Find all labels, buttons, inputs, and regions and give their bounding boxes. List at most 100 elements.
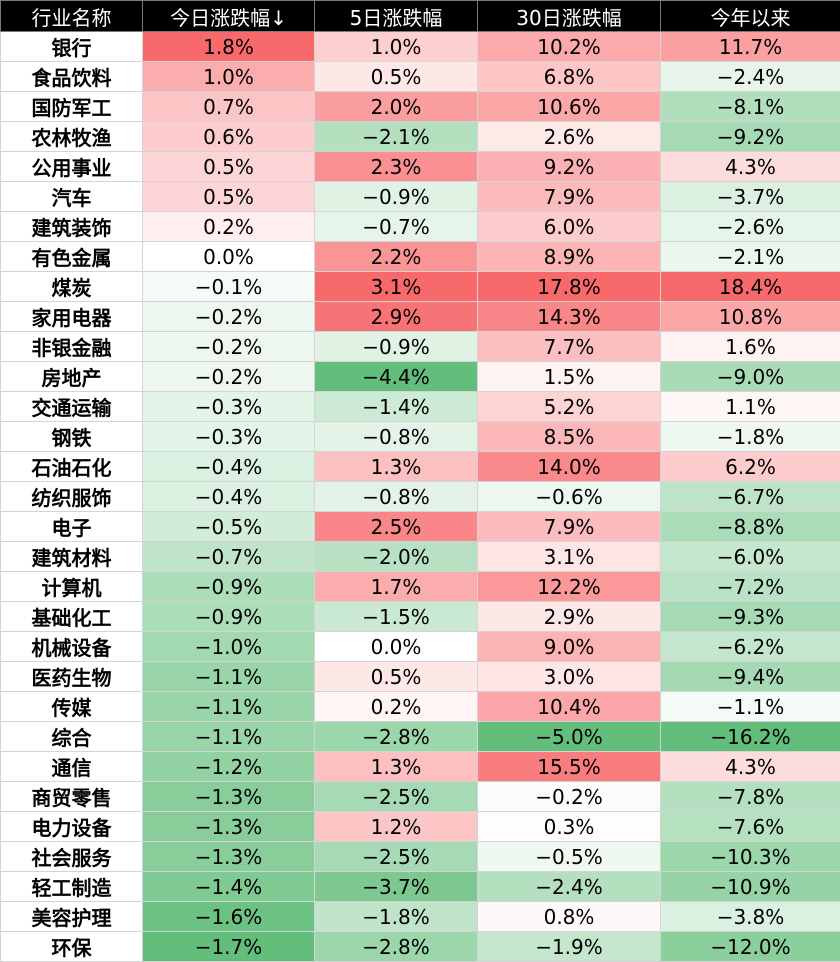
industry-name-cell: 计算机 bbox=[1, 572, 143, 602]
industry-name-cell: 传媒 bbox=[1, 692, 143, 722]
header-row: 行业名称 今日涨跌幅↓ 5日涨跌幅 30日涨跌幅 今年以来 bbox=[1, 1, 840, 32]
ytd-change-cell: −10.9% bbox=[661, 872, 840, 902]
ytd-change-cell: −9.2% bbox=[661, 122, 840, 152]
table-row[interactable]: 美容护理−1.6%−1.8%0.8%−3.8% bbox=[1, 902, 840, 932]
ytd-change-cell: −7.8% bbox=[661, 782, 840, 812]
column-header-today-change[interactable]: 今日涨跌幅↓ bbox=[143, 1, 315, 32]
ytd-change-cell: −1.8% bbox=[661, 422, 840, 452]
table-row[interactable]: 石油石化−0.4%1.3%14.0%6.2% bbox=[1, 452, 840, 482]
today-change-cell: −0.7% bbox=[143, 542, 315, 572]
5d-change-cell: −0.9% bbox=[315, 332, 478, 362]
table-row[interactable]: 房地产−0.2%−4.4%1.5%−9.0% bbox=[1, 362, 840, 392]
30d-change-cell: −0.6% bbox=[478, 482, 661, 512]
table-row[interactable]: 机械设备−1.0%0.0%9.0%−6.2% bbox=[1, 632, 840, 662]
ytd-change-cell: −6.2% bbox=[661, 632, 840, 662]
table-row[interactable]: 电力设备−1.3%1.2%0.3%−7.6% bbox=[1, 812, 840, 842]
table-row[interactable]: 纺织服饰−0.4%−0.8%−0.6%−6.7% bbox=[1, 482, 840, 512]
column-header-5d-change[interactable]: 5日涨跌幅 bbox=[315, 1, 478, 32]
5d-change-cell: −0.9% bbox=[315, 182, 478, 212]
30d-change-cell: 3.1% bbox=[478, 542, 661, 572]
ytd-change-cell: −2.1% bbox=[661, 242, 840, 272]
table-row[interactable]: 钢铁−0.3%−0.8%8.5%−1.8% bbox=[1, 422, 840, 452]
industry-name-cell: 综合 bbox=[1, 722, 143, 752]
30d-change-cell: 5.2% bbox=[478, 392, 661, 422]
industry-name-cell: 汽车 bbox=[1, 182, 143, 212]
today-change-cell: 0.7% bbox=[143, 92, 315, 122]
table-row[interactable]: 家用电器−0.2%2.9%14.3%10.8% bbox=[1, 302, 840, 332]
5d-change-cell: −1.4% bbox=[315, 392, 478, 422]
5d-change-cell: −2.8% bbox=[315, 722, 478, 752]
table-row[interactable]: 电子−0.5%2.5%7.9%−8.8% bbox=[1, 512, 840, 542]
5d-change-cell: 3.1% bbox=[315, 272, 478, 302]
table-row[interactable]: 传媒−1.1%0.2%10.4%−1.1% bbox=[1, 692, 840, 722]
today-change-cell: −0.9% bbox=[143, 572, 315, 602]
table-row[interactable]: 环保−1.7%−2.8%−1.9%−12.0% bbox=[1, 932, 840, 962]
ytd-change-cell: 10.8% bbox=[661, 302, 840, 332]
industry-name-cell: 农林牧渔 bbox=[1, 122, 143, 152]
column-header-ytd-change[interactable]: 今年以来 bbox=[661, 1, 840, 32]
industry-name-cell: 食品饮料 bbox=[1, 62, 143, 92]
table-row[interactable]: 社会服务−1.3%−2.5%−0.5%−10.3% bbox=[1, 842, 840, 872]
5d-change-cell: 0.2% bbox=[315, 692, 478, 722]
table-row[interactable]: 计算机−0.9%1.7%12.2%−7.2% bbox=[1, 572, 840, 602]
today-change-cell: −0.2% bbox=[143, 332, 315, 362]
ytd-change-cell: 18.4% bbox=[661, 272, 840, 302]
table-row[interactable]: 医药生物−1.1%0.5%3.0%−9.4% bbox=[1, 662, 840, 692]
table-row[interactable]: 建筑材料−0.7%−2.0%3.1%−6.0% bbox=[1, 542, 840, 572]
30d-change-cell: 3.0% bbox=[478, 662, 661, 692]
today-change-cell: 1.8% bbox=[143, 32, 315, 62]
5d-change-cell: −2.5% bbox=[315, 782, 478, 812]
today-change-cell: −1.3% bbox=[143, 842, 315, 872]
table-row[interactable]: 轻工制造−1.4%−3.7%−2.4%−10.9% bbox=[1, 872, 840, 902]
today-change-cell: −1.1% bbox=[143, 722, 315, 752]
ytd-change-cell: −3.8% bbox=[661, 902, 840, 932]
table-row[interactable]: 交通运输−0.3%−1.4%5.2%1.1% bbox=[1, 392, 840, 422]
industry-name-cell: 有色金属 bbox=[1, 242, 143, 272]
table-row[interactable]: 基础化工−0.9%−1.5%2.9%−9.3% bbox=[1, 602, 840, 632]
table-row[interactable]: 通信−1.2%1.3%15.5%4.3% bbox=[1, 752, 840, 782]
table-row[interactable]: 商贸零售−1.3%−2.5%−0.2%−7.8% bbox=[1, 782, 840, 812]
ytd-change-cell: −3.7% bbox=[661, 182, 840, 212]
industry-name-cell: 医药生物 bbox=[1, 662, 143, 692]
ytd-change-cell: 4.3% bbox=[661, 152, 840, 182]
5d-change-cell: −2.1% bbox=[315, 122, 478, 152]
table-row[interactable]: 综合−1.1%−2.8%−5.0%−16.2% bbox=[1, 722, 840, 752]
30d-change-cell: 10.6% bbox=[478, 92, 661, 122]
5d-change-cell: 0.5% bbox=[315, 62, 478, 92]
industry-name-cell: 家用电器 bbox=[1, 302, 143, 332]
today-change-cell: −1.3% bbox=[143, 782, 315, 812]
column-header-30d-change[interactable]: 30日涨跌幅 bbox=[478, 1, 661, 32]
ytd-change-cell: 6.2% bbox=[661, 452, 840, 482]
5d-change-cell: 2.2% bbox=[315, 242, 478, 272]
30d-change-cell: 8.9% bbox=[478, 242, 661, 272]
5d-change-cell: 1.0% bbox=[315, 32, 478, 62]
today-change-cell: 1.0% bbox=[143, 62, 315, 92]
30d-change-cell: 2.6% bbox=[478, 122, 661, 152]
30d-change-cell: 9.0% bbox=[478, 632, 661, 662]
ytd-change-cell: −12.0% bbox=[661, 932, 840, 962]
30d-change-cell: −2.4% bbox=[478, 872, 661, 902]
ytd-change-cell: −8.1% bbox=[661, 92, 840, 122]
today-change-cell: −1.1% bbox=[143, 662, 315, 692]
5d-change-cell: 2.9% bbox=[315, 302, 478, 332]
ytd-change-cell: −6.7% bbox=[661, 482, 840, 512]
today-change-cell: −1.7% bbox=[143, 932, 315, 962]
table-row[interactable]: 非银金融−0.2%−0.9%7.7%1.6% bbox=[1, 332, 840, 362]
today-change-cell: 0.0% bbox=[143, 242, 315, 272]
today-change-cell: −0.9% bbox=[143, 602, 315, 632]
today-change-cell: −0.3% bbox=[143, 422, 315, 452]
5d-change-cell: 0.5% bbox=[315, 662, 478, 692]
today-change-cell: −0.3% bbox=[143, 392, 315, 422]
ytd-change-cell: −1.1% bbox=[661, 692, 840, 722]
30d-change-cell: 7.7% bbox=[478, 332, 661, 362]
industry-name-cell: 银行 bbox=[1, 32, 143, 62]
table-row[interactable]: 煤炭−0.1%3.1%17.8%18.4% bbox=[1, 272, 840, 302]
